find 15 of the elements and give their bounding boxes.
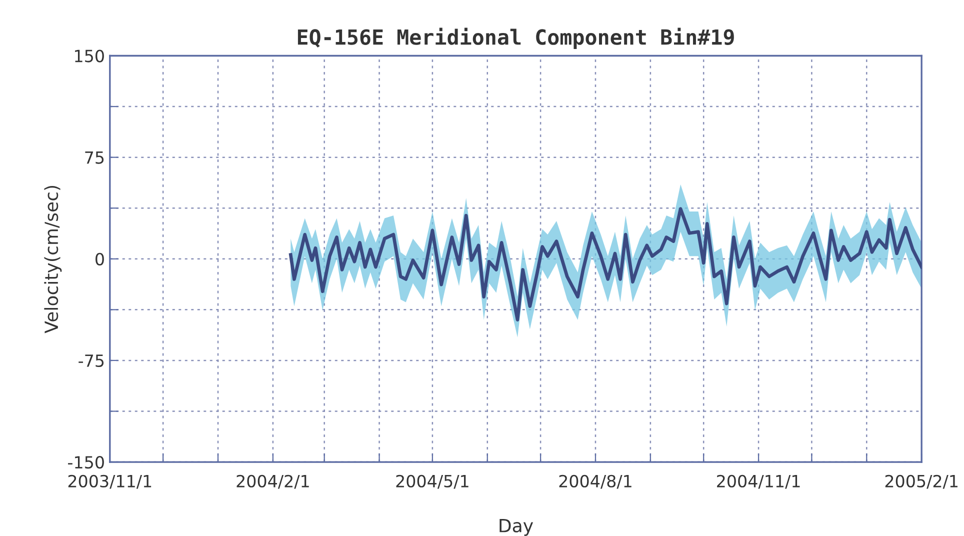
- x-tick-label: 2004/11/1: [717, 474, 800, 489]
- y-tick-label: -150: [68, 456, 104, 469]
- y-tick-label: 150: [75, 50, 104, 62]
- x-tick-label: 2005/2/1: [885, 474, 958, 489]
- x-tick-label: 2003/11/1: [68, 474, 152, 489]
- y-tick-label: 75: [85, 151, 104, 164]
- x-tick-label: 2004/2/1: [236, 474, 309, 489]
- y-tick-label: -75: [78, 354, 104, 368]
- x-tick-label: 2004/8/1: [559, 474, 632, 489]
- chart-title: EQ-156E Meridional Component Bin#19: [298, 28, 734, 49]
- y-axis-title: Velocity(cm/sec): [44, 186, 62, 334]
- line-series: [288, 207, 922, 322]
- x-tick-label: 2004/5/1: [396, 474, 468, 489]
- y-tick-label: 0: [96, 252, 104, 266]
- x-axis-title: Day: [500, 518, 534, 536]
